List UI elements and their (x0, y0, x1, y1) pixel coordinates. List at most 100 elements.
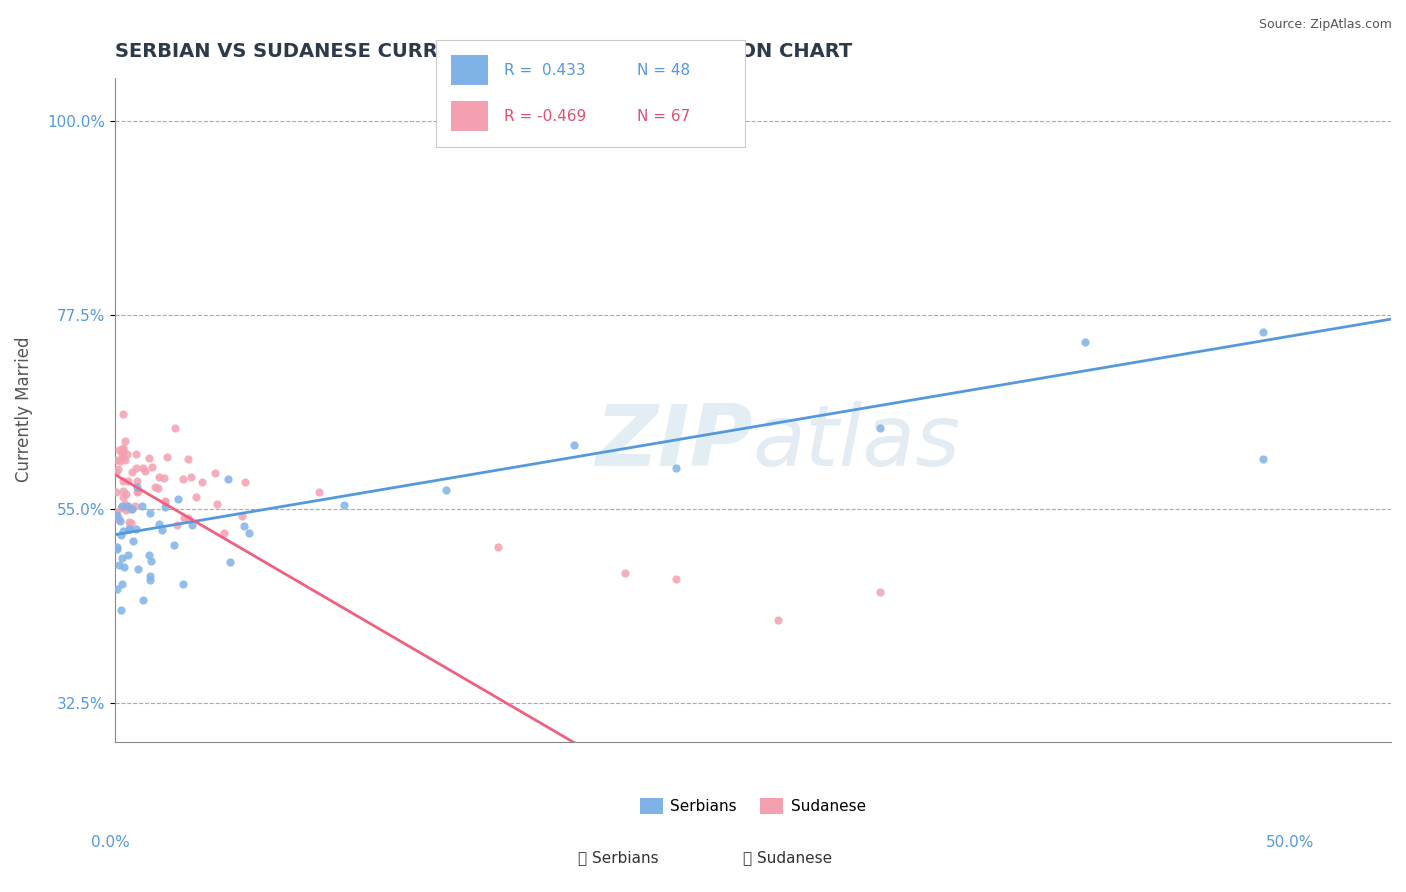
Point (665, 572, 688, 586)
Text: ⬜ Sudanese: ⬜ Sudanese (742, 850, 832, 865)
Text: ⬜ Serbians: ⬜ Serbians (578, 850, 659, 865)
Point (112, 560, 135, 574)
Point (148, 517, 170, 532)
Point (110, 500, 132, 515)
Point (105, 540, 128, 554)
Point (120, 501, 142, 516)
Point (121, 501, 143, 516)
Bar (451, 101, 488, 131)
Point (139, 506, 162, 520)
Point (172, 471, 194, 485)
Point (108, 454, 131, 468)
Point (125, 522, 148, 536)
Point (112, 443, 135, 458)
Point (132, 593, 155, 607)
Point (172, 577, 194, 591)
Point (121, 534, 143, 549)
Point (105, 582, 128, 596)
Point (141, 460, 163, 475)
Text: SERBIAN VS SUDANESE CURRENTLY MARRIED CORRELATION CHART: SERBIAN VS SUDANESE CURRENTLY MARRIED CO… (115, 42, 852, 61)
Point (104, 506, 127, 520)
Text: 50.0%: 50.0% (1267, 836, 1315, 850)
Point (112, 442, 135, 456)
Point (665, 461, 688, 475)
Text: R =  0.433: R = 0.433 (503, 62, 585, 78)
Point (115, 446, 138, 460)
Point (111, 551, 134, 566)
Text: 0.0%: 0.0% (91, 836, 131, 850)
Point (1073, 334, 1095, 349)
Point (869, 585, 891, 599)
Y-axis label: Currently Married: Currently Married (15, 337, 32, 483)
Point (205, 497, 228, 511)
Point (120, 516, 142, 530)
Point (107, 443, 129, 458)
Point (105, 542, 128, 557)
Point (124, 500, 146, 514)
Point (124, 460, 146, 475)
Legend: Serbians, Sudanese: Serbians, Sudanese (634, 792, 872, 821)
Point (1253, 325, 1275, 339)
Point (232, 519, 254, 533)
Point (153, 500, 176, 515)
Point (114, 453, 136, 467)
Point (114, 434, 136, 448)
Point (105, 466, 128, 480)
Point (177, 511, 200, 525)
Point (111, 446, 134, 460)
Point (118, 515, 141, 529)
Point (117, 499, 139, 513)
Text: Source: ZipAtlas.com: Source: ZipAtlas.com (1258, 18, 1392, 31)
Point (112, 483, 135, 498)
Point (146, 481, 169, 495)
Point (127, 562, 149, 576)
Point (111, 474, 134, 488)
Point (131, 499, 153, 513)
Point (180, 517, 202, 532)
Point (1253, 452, 1275, 467)
Point (308, 485, 330, 500)
Point (105, 508, 128, 522)
Point (869, 421, 891, 435)
Point (139, 569, 162, 583)
Point (111, 499, 134, 513)
Point (110, 515, 132, 529)
Point (173, 510, 195, 524)
Point (191, 475, 214, 489)
Point (117, 548, 139, 562)
Point (107, 462, 129, 476)
Point (115, 500, 138, 515)
Point (153, 470, 176, 484)
Point (111, 407, 134, 421)
Point (115, 487, 138, 501)
Point (138, 450, 160, 465)
Point (162, 538, 184, 552)
Point (114, 497, 136, 511)
Point (104, 484, 127, 499)
Point (184, 490, 207, 504)
Point (486, 540, 509, 554)
Point (233, 475, 256, 490)
Point (156, 450, 179, 464)
Text: N = 48: N = 48 (637, 62, 690, 78)
Text: ZIP: ZIP (595, 401, 752, 484)
Point (614, 566, 637, 580)
Point (148, 469, 170, 483)
Point (163, 420, 186, 434)
Point (107, 558, 129, 573)
Point (614, 787, 637, 801)
Point (138, 548, 160, 562)
Point (231, 509, 253, 524)
Point (110, 603, 132, 617)
Point (110, 528, 132, 542)
Point (204, 466, 226, 480)
Point (111, 450, 134, 465)
Point (108, 512, 131, 526)
Point (117, 523, 139, 537)
Point (238, 526, 260, 541)
Point (117, 474, 139, 488)
Point (768, 613, 790, 627)
Point (143, 480, 166, 494)
Point (139, 554, 162, 568)
Text: R = -0.469: R = -0.469 (503, 109, 586, 124)
